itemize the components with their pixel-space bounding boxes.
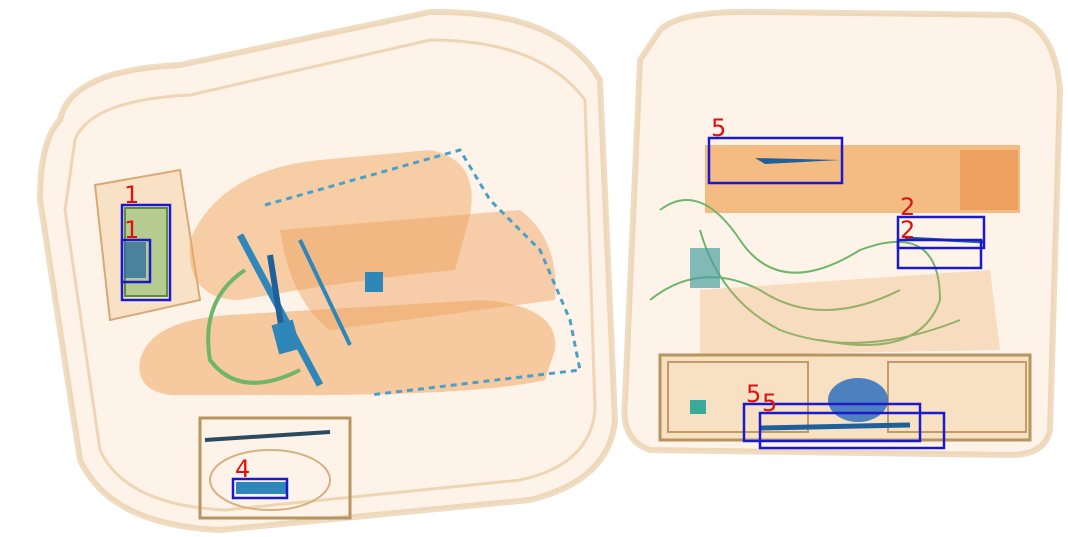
organic-pad-center: [280, 210, 556, 330]
tray: [198, 416, 352, 520]
right-bag-outline: [621, 8, 1064, 459]
green-cable: [206, 268, 301, 385]
detection-box: [758, 411, 946, 450]
metal-cluster: [828, 378, 888, 422]
detection-box: [231, 477, 289, 500]
organic-pad-lower: [139, 300, 556, 395]
detection-label: 5: [711, 114, 726, 142]
right-bag: [621, 8, 1064, 459]
organic-pad-upper: [189, 150, 472, 300]
detection-box: [896, 238, 983, 270]
detection-label: 1: [124, 216, 139, 244]
left-bag-inner-edge: [63, 38, 597, 512]
detection-box: [742, 402, 922, 443]
detection-box: [707, 136, 844, 185]
zipper-chain: [264, 148, 582, 397]
detection-label: 5: [746, 380, 761, 408]
metal-frame: [236, 233, 383, 387]
left-bag: [36, 8, 619, 534]
detection-label: 4: [235, 455, 250, 483]
detection-box: [896, 215, 986, 250]
detection-label: 2: [900, 193, 915, 221]
detection-label: 5: [762, 389, 777, 417]
detection-box: [120, 238, 152, 284]
detection-label: 1: [124, 181, 139, 209]
detection-label: 2: [900, 216, 915, 244]
